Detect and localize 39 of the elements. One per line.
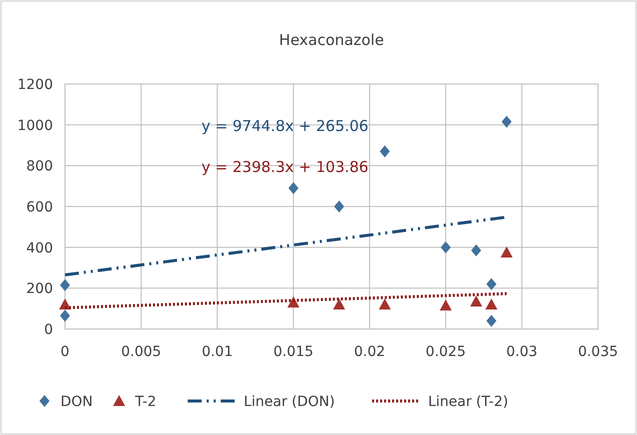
- legend-label: T-2: [134, 394, 156, 410]
- y-tick-label: 600: [26, 200, 53, 216]
- point: [60, 310, 70, 322]
- annotation: y = 9744.8x + 265.06: [202, 117, 368, 135]
- y-tick-label: 200: [26, 281, 53, 298]
- x-tick-label: 0.015: [273, 344, 314, 360]
- point: [471, 244, 482, 256]
- legend-label: Linear (DON): [244, 394, 335, 410]
- chart-title: Hexaconazole: [279, 31, 384, 49]
- point: [378, 298, 391, 310]
- point: [470, 295, 482, 306]
- y-tick-label: 0: [44, 322, 53, 338]
- x-tick-label: 0.02: [354, 344, 386, 360]
- point: [287, 296, 300, 308]
- point: [288, 182, 298, 194]
- point: [486, 314, 496, 327]
- legend-label: Linear (T-2): [428, 394, 508, 410]
- x-tick-label: 0.01: [202, 344, 233, 360]
- y-tick-label: 1200: [17, 77, 53, 93]
- legend-label: DON: [60, 394, 93, 410]
- annotation: y = 2398.3x + 103.86: [202, 158, 368, 176]
- point: [440, 300, 452, 311]
- y-tick-label: 1000: [17, 118, 53, 134]
- point: [333, 298, 346, 310]
- point: [380, 145, 390, 158]
- x-tick-label: 0.025: [426, 344, 466, 360]
- x-tick-label: 0.035: [578, 344, 618, 360]
- point: [486, 278, 496, 290]
- x-tick-label: 0: [60, 344, 70, 360]
- point: [485, 298, 498, 310]
- y-tick-label: 800: [26, 158, 53, 175]
- x-tick-label: 0.005: [121, 344, 162, 360]
- x-tick-label: 0.03: [506, 344, 538, 360]
- point: [500, 246, 513, 258]
- point: [502, 116, 512, 128]
- point: [60, 279, 70, 292]
- point: [334, 200, 344, 212]
- point: [440, 241, 451, 254]
- y-tick-label: 400: [26, 240, 53, 256]
